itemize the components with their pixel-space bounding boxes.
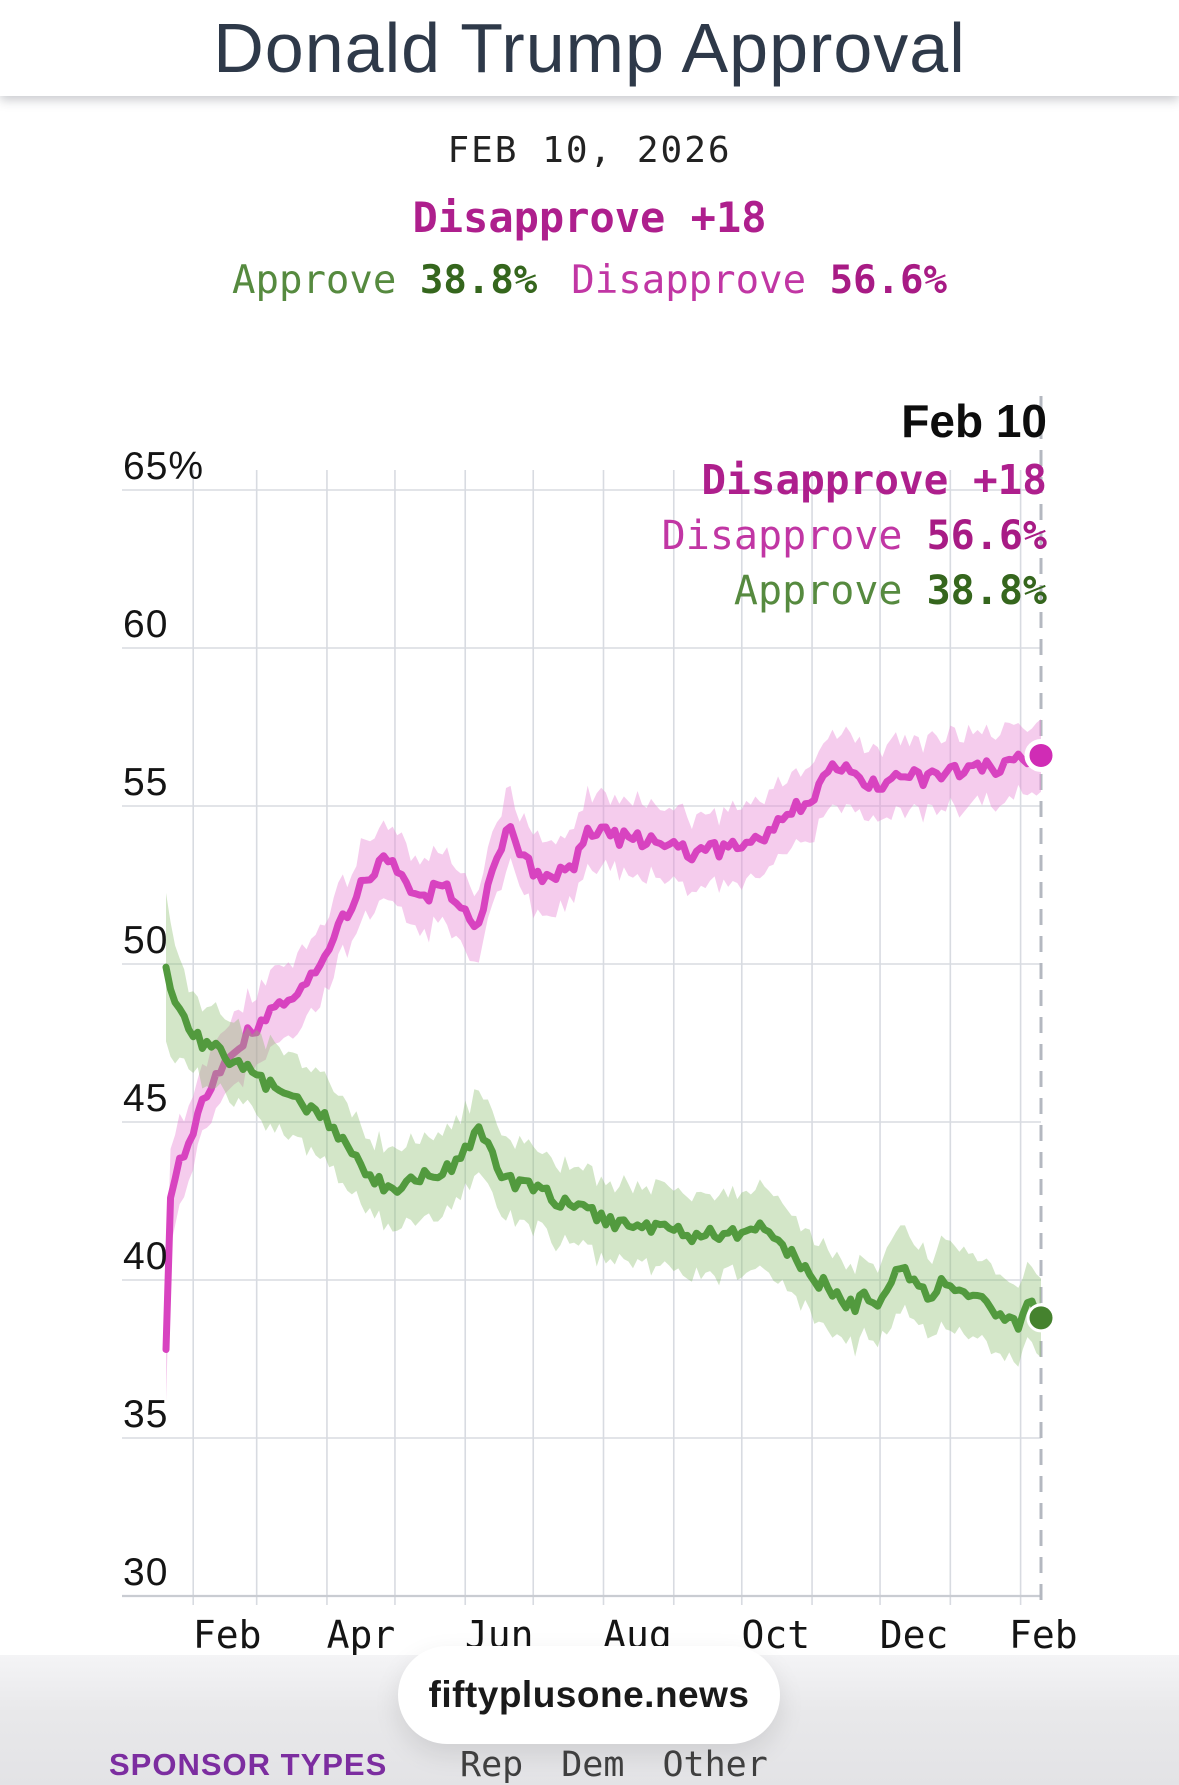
sponsor-types-label: SPONSOR TYPES bbox=[109, 1746, 388, 1782]
approve-label: Approve bbox=[232, 258, 397, 303]
approve-trend-line bbox=[162, 963, 1045, 1333]
annotation-lead: Disapprove +18 bbox=[701, 456, 1047, 504]
site-watermark-pill: fiftyplusone.news bbox=[398, 1646, 780, 1744]
latest-annotation: Feb 10 Disapprove +18 Disapprove 56.6% A… bbox=[662, 398, 1047, 611]
disapprove-label: Disapprove bbox=[571, 258, 807, 303]
sponsor-types-row: SPONSOR TYPES Rep Dem Other bbox=[0, 1744, 1179, 1785]
y-axis-label: 35 bbox=[123, 1393, 168, 1436]
summary-lead: Disapprove +18 bbox=[0, 193, 1179, 242]
disapprove-endpoint-dot bbox=[1024, 738, 1058, 772]
x-axis-label: Dec bbox=[880, 1613, 949, 1657]
disapprove-trend-line bbox=[162, 750, 1045, 1354]
sponsor-option-rep[interactable]: Rep bbox=[460, 1744, 524, 1785]
annotation-approve-row: Approve 38.8% bbox=[733, 568, 1047, 614]
x-axis-label: Apr bbox=[327, 1613, 396, 1657]
disapprove-confidence-band bbox=[166, 719, 1041, 1402]
y-axis-label: 65% bbox=[123, 445, 204, 488]
sponsor-options: Rep Dem Other bbox=[460, 1745, 768, 1785]
y-axis-label: 30 bbox=[123, 1551, 168, 1594]
approve-value: 38.8% bbox=[419, 258, 538, 303]
annotation-disapprove-row: Disapprove 56.6% bbox=[661, 513, 1047, 559]
approve-confidence-band bbox=[166, 892, 1041, 1367]
x-axis-label: Feb bbox=[1009, 1613, 1078, 1657]
y-axis-label: 45 bbox=[123, 1077, 168, 1120]
site-name: fiftyplusone.news bbox=[428, 1674, 750, 1715]
y-axis-label: 40 bbox=[123, 1235, 168, 1278]
x-axis-label: Oct bbox=[741, 1613, 810, 1657]
approve-endpoint-dot bbox=[1026, 1303, 1056, 1333]
y-axis-label: 55 bbox=[123, 761, 168, 804]
disapprove-value: 56.6% bbox=[829, 258, 947, 303]
annotation-date: Feb 10 bbox=[901, 395, 1047, 447]
sponsor-option-other[interactable]: Other bbox=[662, 1744, 768, 1785]
y-axis-label: 60 bbox=[123, 603, 168, 646]
page-title: Donald Trump Approval bbox=[213, 9, 966, 87]
header-bar: Donald Trump Approval bbox=[0, 0, 1179, 96]
summary-stats: Approve 38.8% Disapprove 56.6% bbox=[0, 258, 1179, 303]
summary-block: FEB 10, 2026 Disapprove +18 Approve 38.8… bbox=[0, 96, 1179, 303]
x-axis-label: Feb bbox=[193, 1613, 262, 1657]
sponsor-option-dem[interactable]: Dem bbox=[561, 1744, 625, 1785]
summary-lead-value: +18 bbox=[690, 193, 767, 242]
y-axis-label: 50 bbox=[123, 919, 168, 962]
summary-lead-label: Disapprove bbox=[412, 193, 666, 242]
summary-date: FEB 10, 2026 bbox=[447, 130, 732, 171]
